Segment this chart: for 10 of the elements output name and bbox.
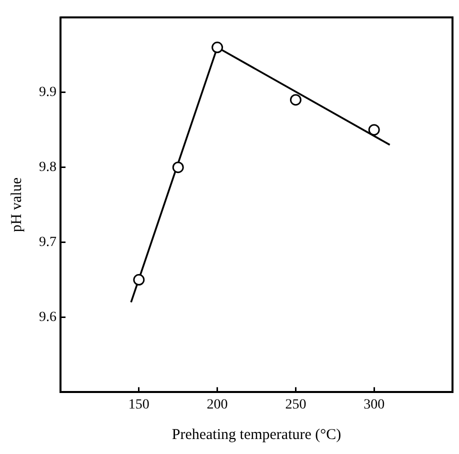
x-tick-label: 300 — [364, 397, 385, 412]
y-tick-label: 9.7 — [39, 234, 56, 250]
x-axis-title: Preheating temperature (°C) — [172, 426, 342, 443]
y-tick-label: 9.9 — [39, 85, 56, 100]
x-tick-label: 200 — [206, 397, 228, 412]
y-tick-label: 9.8 — [39, 160, 56, 175]
x-tick-label: 150 — [128, 397, 150, 412]
x-tick-label: 250 — [285, 397, 306, 412]
y-tick-label: 9.6 — [39, 310, 56, 325]
y-axis-title: pH value — [8, 177, 25, 232]
